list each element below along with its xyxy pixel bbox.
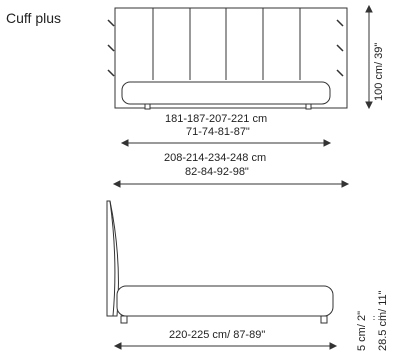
height-dimension-label: 100 cm/ 39" — [373, 42, 385, 101]
leg-height-label: 5 cm/ 2" — [356, 311, 368, 351]
width-dims-in-label: 71-74-81-87" — [186, 126, 250, 138]
bed-foot — [120, 315, 128, 324]
bed-foot — [320, 315, 328, 324]
bed-foot — [144, 103, 151, 110]
overall-dims-in-label: 82-84-92-98" — [185, 166, 249, 178]
length-dimension-label: 220-225 cm/ 87-89" — [169, 329, 266, 341]
side-hook-icon — [107, 19, 115, 77]
bed-height-label: 28.5 cm/ 11" — [377, 290, 389, 351]
bed-foot — [305, 103, 312, 110]
overall-dims-cm-label: 208-214-234-248 cm — [164, 152, 267, 164]
bed-base-side — [116, 285, 334, 317]
product-title: Cuff plus — [6, 10, 61, 26]
bed-base-front — [121, 81, 331, 105]
side-hook-icon — [336, 19, 344, 77]
width-dims-cm-label: 181-187-207-221 cm — [165, 113, 268, 125]
